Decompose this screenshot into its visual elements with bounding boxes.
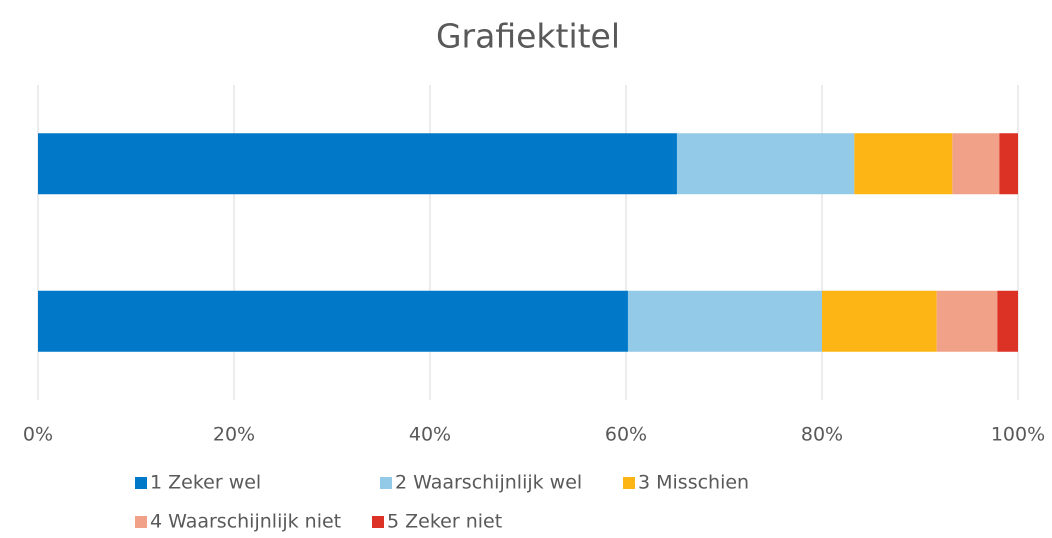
legend-label: 5 Zeker niet xyxy=(387,511,502,533)
bar-segment xyxy=(999,133,1018,195)
bar-segment xyxy=(676,133,855,195)
legend-swatch xyxy=(623,477,635,489)
bar-segment xyxy=(38,290,628,352)
chart-title: Grafiektitel xyxy=(436,17,620,56)
legend-swatch xyxy=(372,516,384,528)
x-tick-label: 40% xyxy=(409,424,451,446)
x-tick-label: 60% xyxy=(605,424,647,446)
bar-segment xyxy=(997,290,1018,352)
bar-segment xyxy=(854,133,953,195)
legend-label: 2 Waarschijnlijk wel xyxy=(395,472,582,494)
x-tick-label: 80% xyxy=(801,424,843,446)
bar-segment xyxy=(936,290,998,352)
legend-label: 3 Misschien xyxy=(638,472,749,494)
legend-swatch xyxy=(135,477,147,489)
bar-segment xyxy=(952,133,1000,195)
bar-segment xyxy=(822,290,937,352)
legend-swatch xyxy=(135,516,147,528)
x-tick-label: 0% xyxy=(23,424,53,446)
bar-segment xyxy=(38,133,677,195)
legend-label: 4 Waarschijnlijk niet xyxy=(150,511,341,533)
x-tick-label: 20% xyxy=(213,424,255,446)
legend-swatch xyxy=(380,477,392,489)
x-tick-label: 100% xyxy=(991,424,1045,446)
bar-segment xyxy=(627,290,822,352)
legend-label: 1 Zeker wel xyxy=(150,472,261,494)
